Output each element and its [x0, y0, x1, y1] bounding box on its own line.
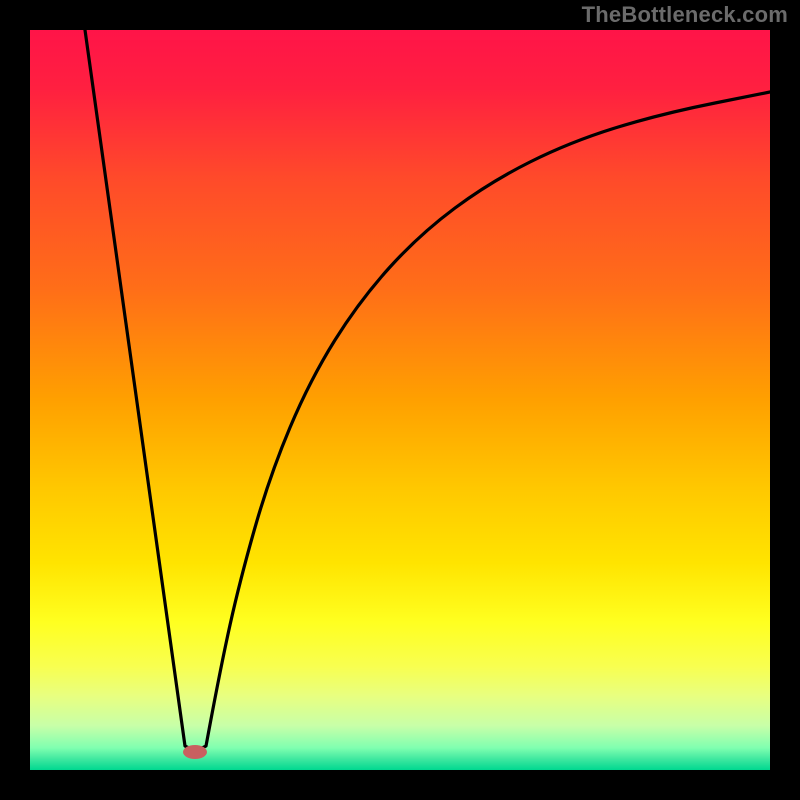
optimum-marker — [183, 745, 207, 759]
bottleneck-curve — [30, 30, 770, 770]
plot-area — [30, 30, 770, 770]
outer-frame: TheBottleneck.com — [0, 0, 800, 800]
watermark-text: TheBottleneck.com — [582, 2, 788, 28]
